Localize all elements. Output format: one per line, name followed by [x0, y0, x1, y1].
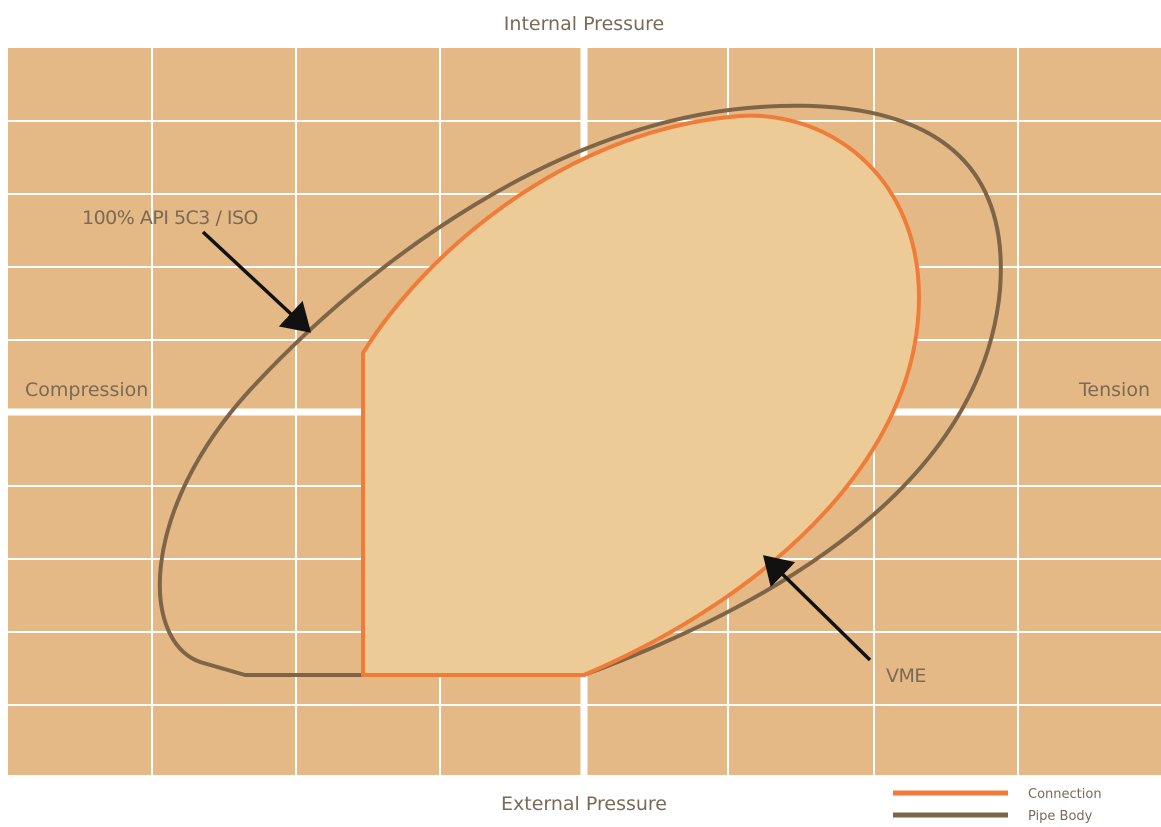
compression-label: Compression: [25, 379, 148, 401]
tension-label: Tension: [1078, 379, 1150, 401]
legend-pipe-body-label: Pipe Body: [1028, 809, 1093, 824]
vme-annotation-arrow: [763, 555, 872, 662]
connection-envelope-fill: [363, 115, 919, 676]
vme-annotation-label: VME: [886, 665, 926, 687]
external-pressure-label: External Pressure: [501, 793, 667, 815]
legend-connection-label: Connection: [1028, 787, 1102, 802]
legend: Connection Pipe Body: [893, 787, 1102, 824]
api-annotation-arrow: [201, 230, 312, 333]
connection-envelope: [361, 113, 921, 677]
internal-pressure-label: Internal Pressure: [504, 13, 664, 35]
api-annotation-label: 100% API 5C3 / ISO: [82, 207, 258, 229]
pipe-body-envelope: [157, 103, 1003, 677]
